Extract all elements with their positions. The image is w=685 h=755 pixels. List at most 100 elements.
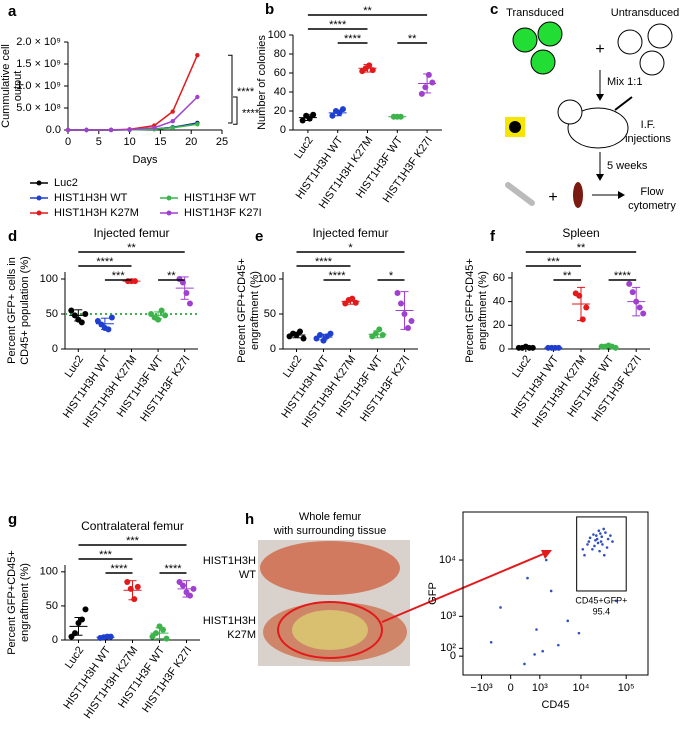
point <box>405 325 411 331</box>
point <box>329 112 336 119</box>
x-tick-label: 10⁵ <box>618 682 635 694</box>
point <box>180 582 186 589</box>
chart-title: Injected femur <box>312 226 388 240</box>
photo-h: h Whole femur with surrounding tissue HI… <box>203 511 552 666</box>
event <box>586 543 589 546</box>
point <box>195 122 200 127</box>
legend-label: HIST1H3H K27M <box>54 207 139 219</box>
y-tick-label: 100 <box>40 273 58 285</box>
point <box>195 94 200 100</box>
point <box>320 337 327 344</box>
legend-label: HIST1H3H WT <box>54 192 128 204</box>
y-axis-label: Percent GFP+CD45+ <box>236 258 248 363</box>
cell <box>537 21 563 47</box>
event <box>597 529 601 533</box>
event <box>596 541 600 545</box>
significance: **** <box>344 33 362 45</box>
x-tick-label: HIST1H3F K27I <box>358 354 412 424</box>
y-tick-label: 20 <box>274 105 286 117</box>
event <box>489 640 493 644</box>
point <box>629 289 636 296</box>
label: 5 weeks <box>607 160 648 172</box>
event <box>604 531 607 534</box>
chart-title: Contralateral femur <box>81 519 184 533</box>
panel-letter: d <box>8 228 17 245</box>
event <box>614 599 618 603</box>
point <box>170 109 175 114</box>
point <box>108 314 115 321</box>
event <box>523 662 526 666</box>
bone <box>505 182 535 206</box>
x-tick-label: Luc2 <box>510 354 534 380</box>
y-axis-label: output <box>12 71 24 102</box>
y-tick-label: 0 <box>280 124 286 136</box>
event <box>588 536 592 540</box>
event <box>602 553 606 557</box>
y-axis-label: Number of colonies <box>256 35 268 130</box>
event <box>606 537 610 541</box>
y-tick-label: 40 <box>493 296 505 308</box>
x-tick-label: HIST1H3F K27I <box>590 354 644 424</box>
legend-label: HIST1H3F K27I <box>184 207 262 219</box>
significance: * <box>389 270 394 282</box>
y-tick-label: 100 <box>40 566 58 578</box>
significance: **** <box>315 256 333 268</box>
y-axis-label: CD45+ population (%) <box>19 256 31 365</box>
significance: **** <box>96 256 114 268</box>
event <box>595 534 598 537</box>
cell <box>512 27 538 53</box>
label: injections <box>625 133 671 145</box>
x-axis-label: CD45 <box>541 699 569 711</box>
event <box>577 631 581 635</box>
legend-marker <box>36 195 42 201</box>
point <box>583 304 590 311</box>
point <box>300 335 307 342</box>
tissue <box>260 541 400 595</box>
point <box>398 300 404 307</box>
event <box>591 547 594 551</box>
x-tick-label: 10 <box>123 136 135 148</box>
arrowhead <box>596 174 604 181</box>
y-tick-label: 60 <box>493 272 505 284</box>
x-tick-label: −10³ <box>470 682 493 694</box>
event <box>599 540 603 543</box>
event <box>595 537 599 541</box>
y-tick-label: 5.0 × 10⁸ <box>16 102 61 114</box>
point <box>310 111 317 118</box>
label: K27M <box>227 629 256 641</box>
point <box>160 626 166 633</box>
point <box>408 318 415 324</box>
panel-letter: f <box>490 228 496 245</box>
significance: ** <box>167 270 176 282</box>
y-axis-label: engraftment (%) <box>249 271 261 350</box>
y-tick-label: 60 <box>274 67 286 79</box>
y-tick-label: 20 <box>493 319 505 331</box>
x-tick-label: HIST1H3H K27M <box>317 135 376 211</box>
label: Transduced <box>506 7 564 19</box>
x-tick-label: HIST1H3F K27I <box>138 354 192 424</box>
significance: **** <box>110 563 128 575</box>
point <box>65 127 71 133</box>
event <box>581 547 585 551</box>
panel-letter: e <box>255 228 263 245</box>
significance: *** <box>126 535 140 547</box>
event <box>583 553 586 557</box>
y-axis-label: Cummulative cell <box>0 44 12 128</box>
point <box>299 117 306 124</box>
point <box>636 304 643 311</box>
point <box>163 635 170 642</box>
point <box>297 328 303 335</box>
highlight <box>277 601 383 659</box>
legend-label: HIST1H3F WT <box>184 192 256 204</box>
panel-letter: h <box>245 511 254 528</box>
cell <box>617 29 643 55</box>
x-tick-label: Luc2 <box>63 354 87 380</box>
event <box>602 527 605 531</box>
event <box>605 546 609 549</box>
plus: + <box>595 41 604 58</box>
panel-letter: c <box>490 1 498 18</box>
legend-label: Luc2 <box>54 177 78 189</box>
cell <box>639 50 665 76</box>
event <box>587 540 591 543</box>
tumor <box>292 610 368 650</box>
